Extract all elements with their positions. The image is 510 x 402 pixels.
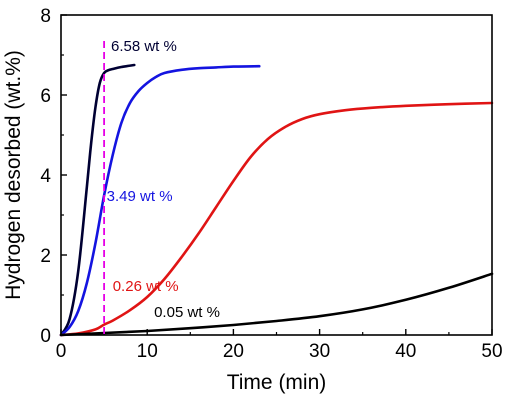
x-tick-label: 0 bbox=[56, 341, 67, 362]
series-line-2 bbox=[59, 64, 261, 337]
y-tick-label: 6 bbox=[40, 86, 51, 107]
y-tick-label: 0 bbox=[40, 326, 51, 347]
series-line-4 bbox=[59, 272, 494, 337]
annotation-label: 0.26 wt % bbox=[113, 278, 179, 295]
x-tick-label: 10 bbox=[137, 341, 158, 362]
series-line-3 bbox=[59, 101, 494, 337]
x-tick-label: 20 bbox=[223, 341, 244, 362]
annotation-label: 3.49 wt % bbox=[107, 188, 173, 205]
annotation-label: 6.58 wt % bbox=[111, 38, 177, 55]
series-lines bbox=[59, 63, 494, 337]
x-tick-label: 50 bbox=[481, 341, 502, 362]
series-line-1 bbox=[59, 63, 136, 337]
y-axis-title: Hydrogen desorbed (wt.%) bbox=[2, 50, 25, 300]
x-axis-title: Time (min) bbox=[227, 371, 327, 394]
annotation-label: 0.05 wt % bbox=[154, 304, 220, 321]
y-tick-label: 2 bbox=[40, 246, 51, 267]
y-tick-label: 4 bbox=[40, 166, 51, 187]
plot-frame bbox=[60, 14, 493, 336]
x-tick-label: 40 bbox=[395, 341, 416, 362]
annotations: 6.58 wt % 3.49 wt % 0.26 wt % 0.05 wt % bbox=[107, 38, 220, 321]
x-tick-label: 30 bbox=[309, 341, 330, 362]
tick-labels: 0 10 20 30 40 50 0 2 4 6 8 bbox=[40, 6, 502, 362]
y-tick-label: 8 bbox=[40, 6, 51, 27]
